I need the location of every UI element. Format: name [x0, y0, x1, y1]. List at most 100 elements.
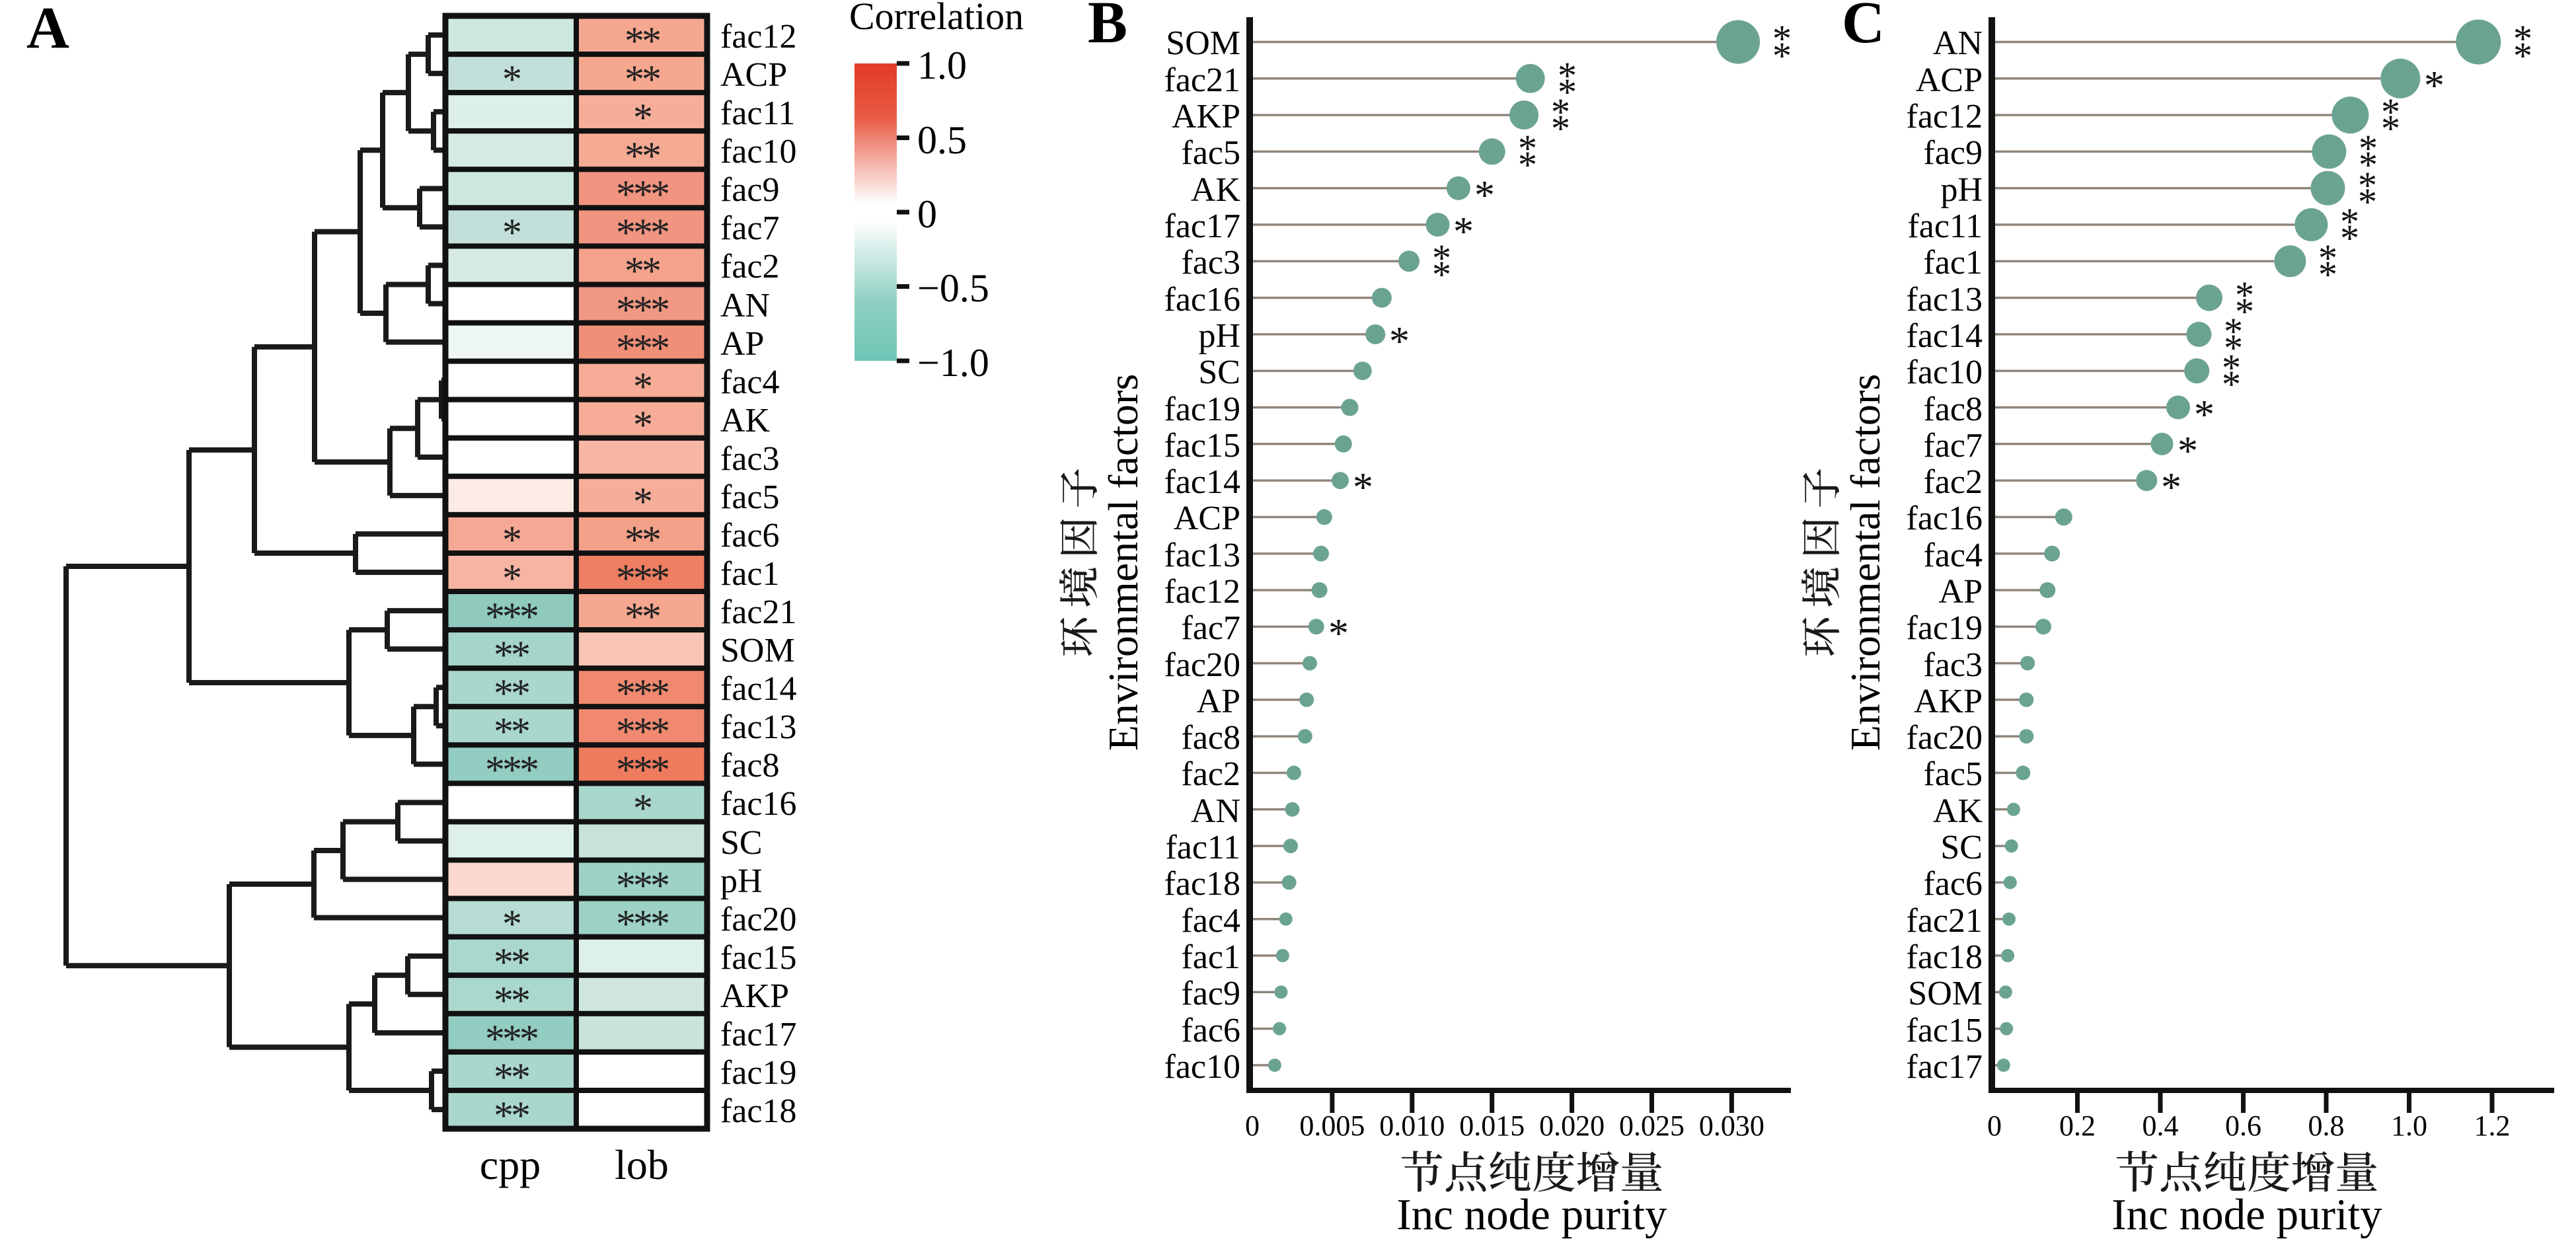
- svg-text:fac16: fac16: [1164, 281, 1240, 319]
- svg-text:fac6: fac6: [1182, 1012, 1240, 1049]
- svg-text:AP: AP: [720, 325, 764, 363]
- svg-text:fac9: fac9: [1182, 975, 1240, 1012]
- svg-text:fac2: fac2: [1924, 463, 1983, 501]
- svg-text:*: *: [1353, 465, 1373, 510]
- svg-text:fac15: fac15: [1164, 427, 1240, 465]
- svg-text:fac3: fac3: [1924, 646, 1983, 684]
- svg-text:0.5: 0.5: [917, 118, 967, 162]
- svg-text:0: 0: [1987, 1110, 2002, 1142]
- svg-text:0.025: 0.025: [1619, 1110, 1685, 1142]
- svg-text:cpp: cpp: [480, 1141, 541, 1188]
- svg-text:AP: AP: [1197, 683, 1240, 720]
- svg-text:0.010: 0.010: [1379, 1110, 1445, 1142]
- svg-text:fac20: fac20: [1907, 719, 1983, 757]
- svg-text:fac21: fac21: [720, 593, 796, 631]
- svg-text:*: *: [2381, 107, 2400, 150]
- svg-text:*: *: [2359, 127, 2378, 170]
- svg-text:ACP: ACP: [1916, 61, 1983, 99]
- svg-text:SOM: SOM: [1908, 975, 1983, 1012]
- svg-text:pH: pH: [1940, 171, 1983, 209]
- svg-text:fac18: fac18: [1907, 938, 1983, 976]
- svg-text:fac18: fac18: [1164, 865, 1240, 903]
- svg-text:fac4: fac4: [1924, 537, 1983, 574]
- svg-text:A: A: [26, 0, 69, 61]
- svg-text:fac12: fac12: [1907, 98, 1983, 135]
- svg-text:fac4: fac4: [720, 363, 779, 401]
- svg-text:*: *: [2318, 253, 2337, 296]
- svg-text:*: *: [2222, 363, 2241, 406]
- svg-text:fac2: fac2: [1182, 755, 1240, 793]
- svg-text:*: *: [2358, 164, 2377, 207]
- svg-text:0.4: 0.4: [2142, 1110, 2179, 1142]
- svg-text:fac11: fac11: [1907, 208, 1983, 245]
- svg-text:fac18: fac18: [720, 1092, 796, 1130]
- svg-text:*: *: [2224, 326, 2243, 369]
- svg-text:*: *: [1389, 319, 1410, 364]
- svg-text:fac19: fac19: [1164, 391, 1240, 428]
- svg-text:*: *: [1432, 253, 1451, 296]
- svg-text:*: *: [1558, 54, 1577, 97]
- svg-text:*: *: [2381, 91, 2400, 133]
- svg-text:fac14: fac14: [1907, 317, 1983, 355]
- svg-text:0.030: 0.030: [1699, 1110, 1764, 1142]
- svg-text:SC: SC: [1940, 829, 1983, 866]
- svg-text:0.6: 0.6: [2225, 1110, 2261, 1142]
- svg-text:fac17: fac17: [1907, 1048, 1983, 1086]
- svg-text:SOM: SOM: [1166, 24, 1240, 62]
- svg-text:fac8: fac8: [1182, 719, 1240, 757]
- svg-text:0.005: 0.005: [1299, 1110, 1365, 1142]
- svg-text:fac16: fac16: [1907, 500, 1983, 537]
- svg-text:fac13: fac13: [720, 708, 796, 746]
- svg-text:fac13: fac13: [1164, 537, 1240, 574]
- svg-text:*: *: [2513, 17, 2532, 60]
- svg-text:*: *: [1474, 173, 1495, 218]
- svg-text:fac10: fac10: [720, 133, 796, 170]
- svg-text:fac5: fac5: [1182, 134, 1240, 172]
- svg-text:*: *: [2318, 237, 2337, 280]
- svg-text:AKP: AKP: [720, 977, 789, 1015]
- svg-text:fac10: fac10: [1907, 354, 1983, 391]
- svg-text:0.8: 0.8: [2308, 1110, 2345, 1142]
- svg-text:*: *: [1432, 237, 1451, 280]
- svg-text:0: 0: [917, 192, 937, 236]
- svg-text:fac5: fac5: [720, 478, 779, 516]
- svg-text:Correlation: Correlation: [849, 0, 1024, 38]
- svg-text:*: *: [1328, 611, 1349, 656]
- svg-text:Environmental factors: Environmental factors: [1842, 374, 1889, 751]
- svg-text:B: B: [1088, 0, 1127, 56]
- svg-text:*: *: [1453, 209, 1474, 254]
- svg-text:ACP: ACP: [1174, 500, 1240, 537]
- svg-text:*: *: [1772, 17, 1792, 60]
- svg-text:*: *: [1551, 91, 1570, 133]
- svg-text:fac20: fac20: [720, 901, 796, 938]
- svg-text:fac3: fac3: [1182, 244, 1240, 282]
- svg-text:*: *: [2340, 200, 2359, 243]
- svg-text:AP: AP: [1939, 573, 1983, 611]
- svg-text:*: *: [1558, 71, 1577, 114]
- svg-text:fac10: fac10: [1164, 1048, 1240, 1086]
- svg-text:fac5: fac5: [1924, 755, 1983, 793]
- svg-text:SC: SC: [720, 824, 763, 862]
- svg-text:fac6: fac6: [720, 517, 779, 554]
- svg-text:C: C: [1842, 0, 1885, 56]
- svg-text:*: *: [2513, 34, 2532, 77]
- svg-text:fac15: fac15: [1907, 1012, 1983, 1049]
- svg-text:1.0: 1.0: [917, 44, 967, 87]
- svg-text:SC: SC: [1198, 354, 1240, 391]
- svg-text:*: *: [1518, 127, 1537, 170]
- svg-text:*: *: [2161, 465, 2181, 510]
- svg-text:fac19: fac19: [720, 1054, 796, 1092]
- svg-text:fac21: fac21: [1164, 61, 1240, 99]
- svg-text:*: *: [1772, 34, 1792, 77]
- svg-text:1.2: 1.2: [2474, 1110, 2511, 1142]
- svg-text:AN: AN: [720, 287, 770, 324]
- svg-text:fac12: fac12: [1164, 573, 1240, 611]
- svg-text:0.020: 0.020: [1539, 1110, 1605, 1142]
- svg-text:AK: AK: [1933, 792, 1983, 830]
- svg-text:*: *: [2194, 393, 2215, 437]
- svg-text:fac4: fac4: [1182, 902, 1240, 940]
- svg-text:fac6: fac6: [1924, 865, 1983, 903]
- svg-text:fac1: fac1: [720, 555, 779, 593]
- svg-text:*: *: [2224, 310, 2243, 353]
- svg-text:*: *: [2222, 346, 2241, 389]
